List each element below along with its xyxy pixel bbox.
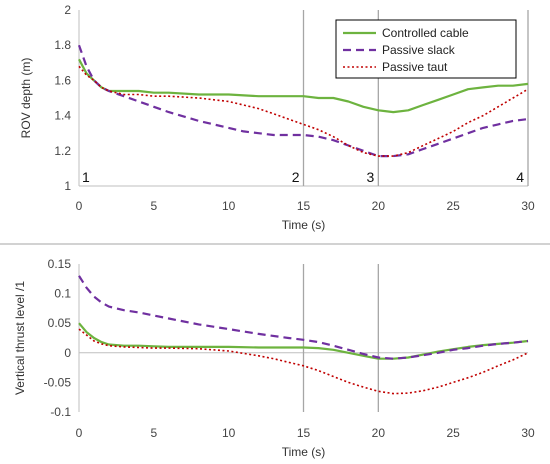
y-tick-label: 2 [64, 3, 71, 17]
event-marker-label: 4 [516, 169, 524, 185]
y-tick-label: 0.15 [48, 257, 72, 271]
y-tick-label: 1.6 [54, 73, 71, 87]
x-axis-title: Time (s) [282, 445, 326, 459]
y-tick-label: 0.05 [48, 316, 72, 330]
y-axis-title: Vertical thrust level /1 [13, 281, 27, 395]
x-tick-label: 5 [150, 426, 157, 440]
legend: Controlled cable Passive slack Passive tau… [335, 19, 517, 79]
series-line-passive-taut [78, 328, 529, 395]
y-tick-label: 1.8 [54, 38, 71, 52]
event-marker-label: 2 [292, 169, 300, 185]
series-line-controlled-cable [78, 58, 529, 114]
y-tick-label: 1 [64, 179, 71, 193]
x-tick-label: 0 [76, 199, 83, 213]
x-tick-label: 5 [150, 199, 157, 213]
y-axis-title: ROV depth (m) [19, 58, 33, 139]
y-tick-label: -0.05 [44, 375, 72, 389]
y-tick-label: -0.1 [50, 405, 71, 419]
y-tick-label: 0 [64, 346, 71, 360]
x-tick-label: 30 [521, 426, 535, 440]
x-tick-label: 25 [446, 199, 460, 213]
legend-box [335, 19, 517, 79]
legend-entry: Passive taut [382, 60, 448, 74]
event-marker-label: 3 [367, 169, 375, 185]
x-tick-label: 15 [297, 426, 311, 440]
legend-entry: Passive slack [382, 43, 456, 57]
series-line-passive-slack [78, 275, 529, 360]
x-tick-label: 25 [446, 426, 460, 440]
x-tick-label: 10 [222, 426, 236, 440]
legend-entry: Controlled cable [382, 26, 469, 40]
thrust-chart: -0.1 -0.05 0 0.05 0.1 0.15 0 5 10 15 20 25 30 Time (s… [13, 257, 535, 459]
event-marker-label: 1 [82, 169, 90, 185]
x-tick-label: 30 [521, 199, 535, 213]
x-tick-label: 15 [297, 199, 311, 213]
series-line-controlled-cable [78, 322, 529, 360]
series-line-passive-slack [77, 44, 529, 158]
x-tick-label: 10 [222, 199, 236, 213]
y-tick-label: 1.4 [54, 109, 71, 123]
x-tick-label: 0 [76, 426, 83, 440]
x-axis-title: Time (s) [282, 218, 326, 232]
y-tick-label: 0.1 [54, 287, 71, 301]
y-tick-label: 1.2 [54, 144, 71, 158]
x-tick-label: 20 [372, 426, 386, 440]
x-tick-label: 20 [372, 199, 386, 213]
